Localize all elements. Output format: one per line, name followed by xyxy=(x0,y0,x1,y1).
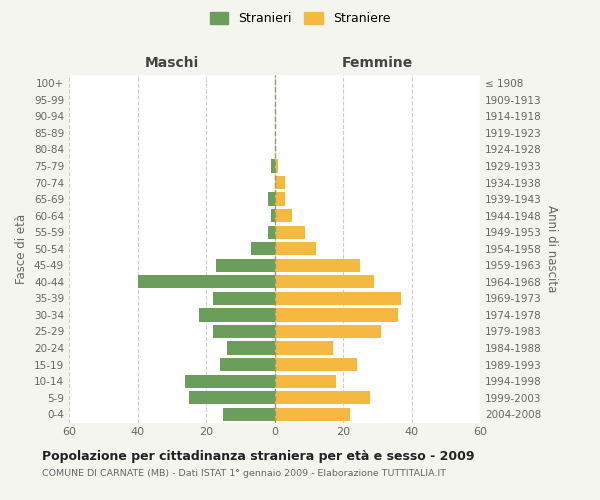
Bar xyxy=(275,408,350,421)
Bar xyxy=(275,308,398,322)
Bar xyxy=(271,209,275,222)
Text: Maschi: Maschi xyxy=(145,56,199,70)
Bar xyxy=(189,391,275,404)
Bar xyxy=(185,374,275,388)
Bar xyxy=(223,408,275,421)
Text: Femmine: Femmine xyxy=(341,56,413,70)
Bar xyxy=(275,292,401,305)
Y-axis label: Fasce di età: Fasce di età xyxy=(16,214,28,284)
Bar xyxy=(275,325,380,338)
Bar xyxy=(275,374,336,388)
Text: COMUNE DI CARNATE (MB) - Dati ISTAT 1° gennaio 2009 - Elaborazione TUTTITALIA.IT: COMUNE DI CARNATE (MB) - Dati ISTAT 1° g… xyxy=(42,469,446,478)
Bar xyxy=(275,176,285,189)
Bar xyxy=(271,160,275,172)
Bar xyxy=(275,209,292,222)
Bar xyxy=(213,292,275,305)
Bar xyxy=(213,325,275,338)
Bar xyxy=(268,192,275,205)
Bar xyxy=(275,391,370,404)
Bar xyxy=(220,358,275,371)
Bar xyxy=(275,258,360,272)
Bar xyxy=(275,160,278,172)
Bar xyxy=(275,275,374,288)
Bar xyxy=(275,226,305,239)
Bar xyxy=(137,275,275,288)
Y-axis label: Anni di nascita: Anni di nascita xyxy=(545,205,558,292)
Text: Popolazione per cittadinanza straniera per età e sesso - 2009: Popolazione per cittadinanza straniera p… xyxy=(42,450,475,463)
Bar xyxy=(227,342,275,354)
Bar xyxy=(275,342,333,354)
Bar xyxy=(199,308,275,322)
Bar xyxy=(275,242,316,256)
Bar xyxy=(275,358,356,371)
Legend: Stranieri, Straniere: Stranieri, Straniere xyxy=(205,7,395,30)
Bar xyxy=(251,242,275,256)
Bar xyxy=(268,226,275,239)
Bar xyxy=(216,258,275,272)
Bar xyxy=(275,192,285,205)
